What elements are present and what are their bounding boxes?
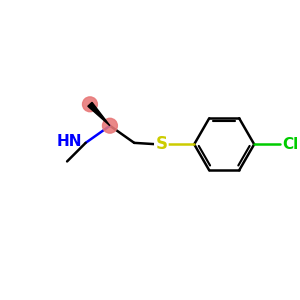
Text: HN: HN — [57, 134, 82, 149]
Text: S: S — [155, 135, 167, 153]
Polygon shape — [88, 102, 110, 126]
Circle shape — [103, 118, 117, 133]
Circle shape — [82, 97, 98, 112]
Text: Cl: Cl — [282, 137, 298, 152]
